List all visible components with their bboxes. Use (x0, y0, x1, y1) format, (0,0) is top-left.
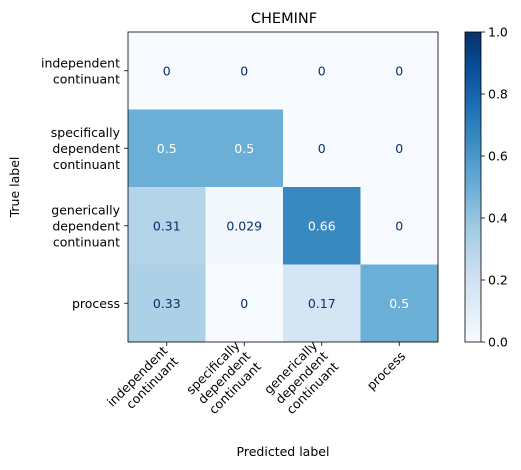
y-tick-label-line: dependent (52, 218, 120, 233)
y-tick-label: process (72, 296, 120, 311)
cell-value-r0-c1: 0 (240, 63, 248, 78)
heatmap-cell-r1-c1 (205, 109, 284, 188)
cell-value-r2-c1: 0.029 (226, 218, 262, 233)
cell-value-r1-c1: 0.5 (234, 141, 254, 156)
colorbar (464, 31, 482, 343)
cell-value-r3-c0: 0.33 (153, 296, 181, 311)
y-tick-label-line: specifically (51, 125, 121, 140)
x-tick-label-line: process (364, 348, 409, 393)
x-axis-label: Predicted label (237, 444, 330, 459)
x-tick-label: genericallydependentcontinuant (261, 337, 342, 418)
heatmap-cell-r2-c2 (283, 187, 361, 265)
x-tick-label-group: specificallydependentcontinuant (183, 337, 264, 418)
colorbar-tick-label: 0.4 (488, 211, 508, 226)
heatmap-cell-r2-c1 (205, 187, 284, 265)
cell-value-r2-c0: 0.31 (153, 218, 181, 233)
heatmap-cell-r0-c1 (205, 32, 284, 110)
x-tick-label-group: process (364, 348, 409, 393)
y-axis-label: True label (7, 157, 22, 219)
cell-value-r3-c3: 0.5 (389, 296, 409, 311)
heatmap-cell-r1-c3 (360, 109, 439, 188)
chart-title: CHEMINF (251, 11, 317, 27)
y-tick-label-line: independent (41, 55, 120, 70)
y-tick-label-line: generically (51, 202, 120, 217)
cell-value-r0-c2: 0 (318, 63, 326, 78)
x-tick-label: independentcontinuant (104, 343, 181, 420)
heatmap-cell-r3-c0 (128, 264, 206, 343)
cell-value-r1-c0: 0.5 (157, 141, 177, 156)
heatmap-cell-r0-c3 (360, 32, 439, 110)
heatmap-cell-labels: 0 0 0 0 0.5 0.5 0 0 0.31 0.029 0.66 0 0.33 0 0.17 0.5 (153, 63, 409, 311)
y-tick-label-line: continuant (53, 157, 120, 172)
y-tick-label-line: process (72, 296, 120, 311)
heatmap-cell-r3-c3 (360, 264, 439, 343)
cell-value-r0-c3: 0 (395, 63, 403, 78)
heatmap-cell-r3-c1 (205, 264, 284, 343)
heatmap-cells (128, 32, 439, 343)
y-tick-label: generically dependent continuant (51, 202, 120, 249)
cell-value-r2-c3: 0 (395, 218, 403, 233)
colorbar-tick-label: 0.0 (488, 335, 508, 350)
cell-value-r2-c2: 0.66 (308, 218, 336, 233)
x-axis-ticks: independentcontinuant specificallydepende… (104, 337, 409, 420)
cell-value-r3-c2: 0.17 (308, 296, 336, 311)
y-tick-label-line: dependent (52, 141, 120, 156)
cell-value-r3-c1: 0 (240, 296, 248, 311)
heatmap-cell-r0-c0 (128, 32, 206, 110)
colorbar-tick-label: 1.0 (488, 25, 508, 40)
y-tick-label: independent continuant (41, 55, 120, 86)
y-tick-label: specifically dependent continuant (51, 125, 121, 172)
heatmap-cell-r1-c2 (283, 109, 361, 188)
heatmap-cell-r1-c0 (128, 109, 206, 188)
x-tick-label-group: genericallydependentcontinuant (261, 337, 342, 418)
colorbar-tick-label: 0.8 (488, 87, 508, 102)
heatmap-cell-r2-c0 (128, 187, 206, 265)
cell-value-r1-c3: 0 (395, 141, 403, 156)
colorbar-tick-label: 0.2 (488, 273, 508, 288)
y-tick-label-line: continuant (53, 71, 120, 86)
heatmap-cell-r2-c3 (360, 187, 439, 265)
x-tick-label: specificallydependentcontinuant (183, 337, 264, 418)
heatmap-cell-r0-c2 (283, 32, 361, 110)
cell-value-r0-c0: 0 (163, 63, 171, 78)
plot-frame (127, 31, 439, 343)
x-tick-label: process (364, 348, 409, 393)
x-tick-label-group: independentcontinuant (104, 343, 181, 420)
cell-value-r1-c2: 0 (318, 141, 326, 156)
colorbar-ticks: 0.0 0.2 0.4 0.6 0.8 1.0 (481, 25, 508, 350)
y-tick-label-line: continuant (53, 234, 120, 249)
colorbar-tick-label: 0.6 (488, 149, 508, 164)
heatmap-cell-r3-c2 (283, 264, 361, 343)
